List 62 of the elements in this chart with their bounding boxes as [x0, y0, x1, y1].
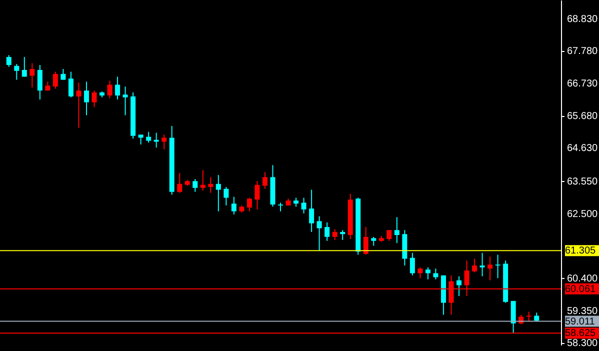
candlestick: [262, 172, 268, 190]
candlestick: [192, 178, 198, 192]
candlestick: [37, 64, 42, 100]
candlestick: [254, 180, 260, 210]
candlestick: [526, 311, 532, 322]
candlestick: [488, 256, 493, 281]
candlestick: [386, 230, 392, 242]
candlestick: [14, 64, 20, 80]
candlestick: [246, 197, 252, 212]
y-tick-label: 67.780: [567, 46, 598, 58]
candlestick: [433, 268, 438, 280]
candlestick: [456, 276, 462, 297]
candlestick: [84, 81, 89, 116]
y-tick-label: 64.630: [567, 143, 598, 154]
candlestick: [30, 62, 35, 88]
candlestick: [200, 170, 206, 192]
candlestick: [425, 266, 430, 280]
candlestick: [224, 186, 229, 206]
candlestick: [510, 300, 516, 334]
candlestick: [216, 174, 221, 212]
candlestick: [146, 131, 152, 144]
candlestick: [472, 258, 478, 273]
candlestick: [324, 222, 330, 242]
candlestick: [410, 252, 415, 276]
y-tick-label: 60.400: [567, 273, 598, 284]
candlestick: [418, 266, 423, 279]
ref-line-label: 59.011: [565, 316, 596, 328]
candlestick: [480, 252, 485, 277]
candlestick: [363, 226, 368, 256]
candlestick: [208, 176, 214, 194]
candlestick: [115, 76, 120, 100]
candlestick: [309, 189, 314, 232]
y-tick-label: 68.830: [567, 14, 598, 25]
candlestick: [122, 86, 128, 116]
ref-line-label: 60.061: [565, 284, 596, 295]
candlestick: [332, 228, 338, 240]
candlestick: [301, 197, 306, 214]
y-tick-label: 66.730: [567, 78, 598, 90]
candlestick: [162, 134, 167, 150]
candlestick: [52, 71, 58, 90]
candlestick: [22, 56, 27, 78]
candlestick: [6, 54, 12, 68]
y-tick-label: 62.500: [567, 208, 598, 220]
candlestick: [316, 216, 322, 252]
candlestick: [495, 254, 500, 279]
candlestick: [76, 82, 82, 128]
candlestick: [231, 196, 236, 215]
y-tick-label: 65.680: [567, 110, 598, 122]
y-tick-label: 63.550: [567, 176, 598, 188]
ref-line-label: 61.305: [565, 246, 596, 257]
candlestick: [60, 68, 66, 80]
y-tick-label: 58.300: [567, 338, 598, 350]
candlestick: [177, 172, 182, 194]
candlestick: [138, 134, 144, 145]
ref-line-label: 58.625: [565, 328, 596, 340]
candlestick: [394, 216, 400, 244]
candlestick: [92, 90, 97, 108]
candlestick: [278, 202, 283, 212]
candlestick: [340, 230, 346, 240]
candlestick: [68, 71, 74, 98]
y-tick-label: 59.350: [567, 306, 598, 317]
candlestick: [107, 80, 112, 99]
